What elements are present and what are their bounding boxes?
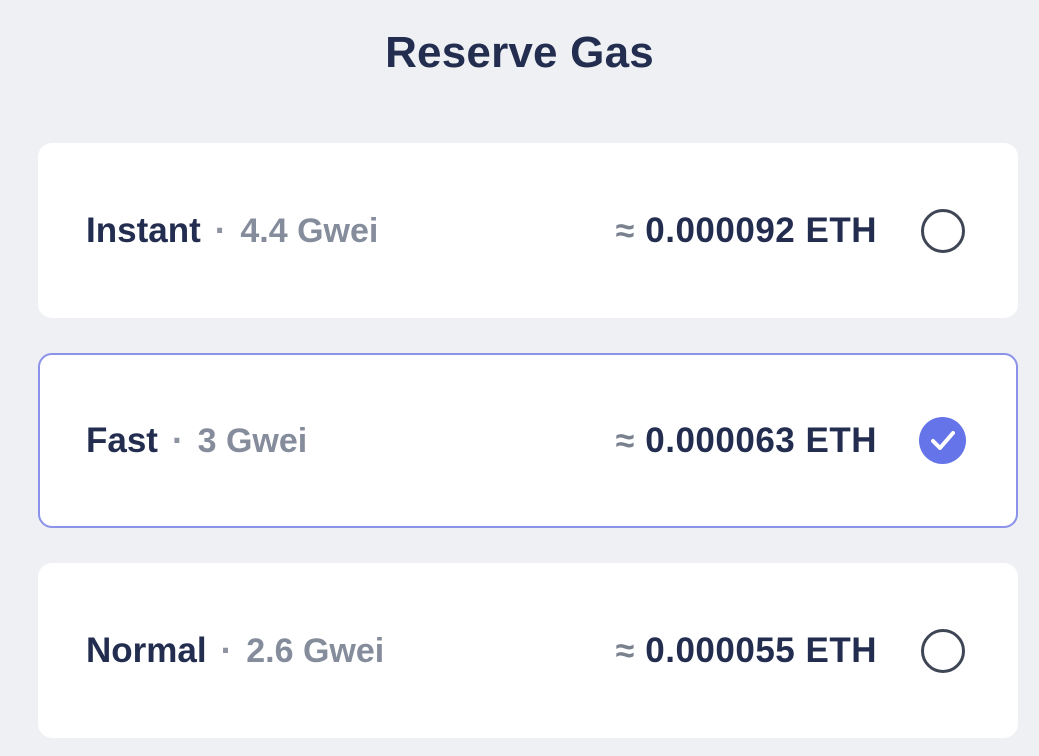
selection-indicator[interactable] xyxy=(919,417,966,464)
gas-option-fast[interactable]: Fast · 3 Gwei ≈ 0.000063 ETH xyxy=(38,353,1018,528)
option-cost: ≈ 0.000063 ETH xyxy=(616,421,877,461)
page-title: Reserve Gas xyxy=(385,28,654,77)
cost-value: 0.000063 ETH xyxy=(645,420,877,460)
approx-symbol: ≈ xyxy=(615,631,635,670)
option-label-group: Fast · 3 Gwei xyxy=(86,421,616,461)
option-name: Normal xyxy=(86,630,207,670)
option-gas-price: 3 Gwei xyxy=(197,421,308,460)
gas-option-normal[interactable]: Normal · 2.6 Gwei ≈ 0.000055 ETH xyxy=(38,563,1018,738)
approx-symbol: ≈ xyxy=(615,211,635,250)
option-label-group: Normal · 2.6 Gwei xyxy=(86,631,616,671)
gas-options-list: Instant · 4.4 Gwei ≈ 0.000092 ETH Fast ·… xyxy=(38,143,1018,738)
check-icon[interactable] xyxy=(919,417,966,464)
cost-value: 0.000055 ETH xyxy=(645,630,877,670)
option-label-group: Instant · 4.4 Gwei xyxy=(86,211,616,251)
radio-circle-icon[interactable] xyxy=(920,208,965,253)
option-cost: ≈ 0.000092 ETH xyxy=(616,211,877,251)
gas-option-instant[interactable]: Instant · 4.4 Gwei ≈ 0.000092 ETH xyxy=(38,143,1018,318)
option-name: Instant xyxy=(86,210,201,250)
separator-dot: · xyxy=(220,630,233,670)
separator-dot: · xyxy=(171,420,184,460)
option-cost: ≈ 0.000055 ETH xyxy=(616,631,877,671)
cost-value: 0.000092 ETH xyxy=(645,210,877,250)
option-gas-price: 4.4 Gwei xyxy=(240,211,379,250)
selection-indicator[interactable] xyxy=(919,207,966,254)
radio-circle-icon[interactable] xyxy=(920,628,965,673)
approx-symbol: ≈ xyxy=(615,421,635,460)
selection-indicator[interactable] xyxy=(919,627,966,674)
option-gas-price: 2.6 Gwei xyxy=(246,631,385,670)
option-name: Fast xyxy=(86,420,158,460)
separator-dot: · xyxy=(214,210,227,250)
